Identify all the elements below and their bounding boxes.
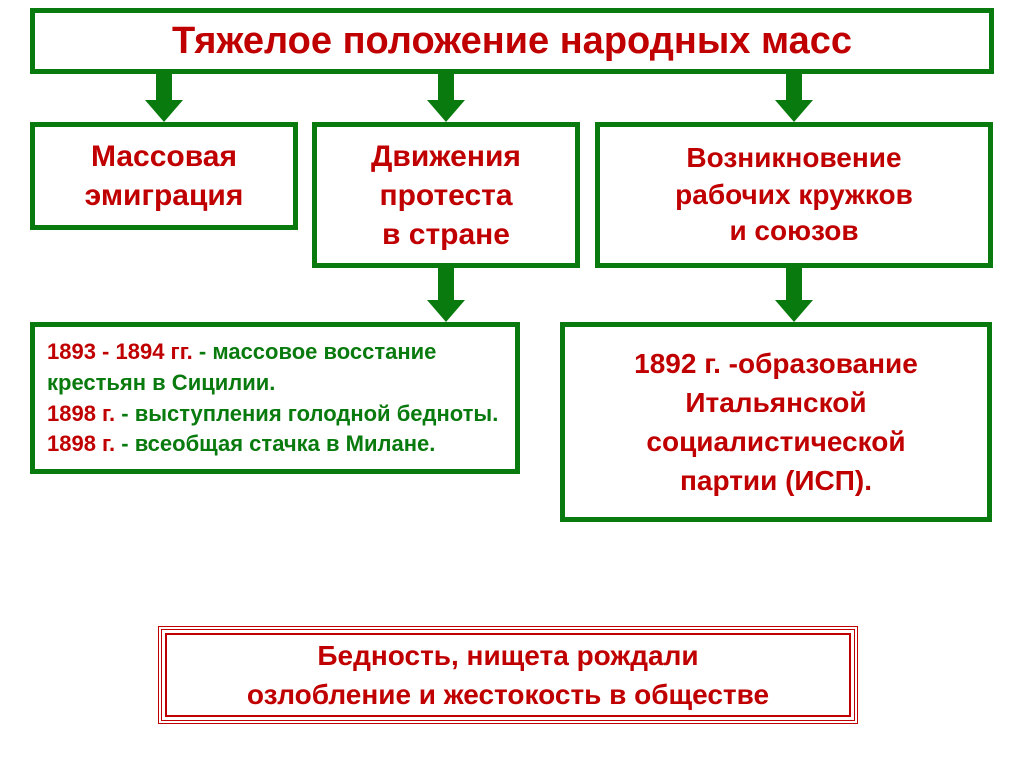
- arrow-stem-4: [438, 268, 454, 300]
- emigration-line2: эмиграция: [85, 176, 244, 215]
- arrow-stem-1: [156, 74, 172, 100]
- protest-line2: протеста: [379, 176, 512, 215]
- isp-line2: Итальянской: [685, 383, 866, 422]
- event-1: 1893 - 1894 гг. - массовое восстание кре…: [47, 337, 503, 399]
- event-3-text: - всеобщая стачка в Милане.: [115, 431, 435, 456]
- conclusion-box: Бедность, нищета рождали озлобление и же…: [158, 626, 858, 724]
- arrow-stem-2: [438, 74, 454, 100]
- arrow-head-1: [145, 100, 183, 122]
- branch-protest: Движения протеста в стране: [312, 122, 580, 268]
- event-2-date: 1898 г.: [47, 401, 115, 426]
- arrow-stem-3: [786, 74, 802, 100]
- circles-line1: Возникновение: [686, 140, 901, 176]
- event-3-date: 1898 г.: [47, 431, 115, 456]
- arrow-head-2: [427, 100, 465, 122]
- branch-emigration: Массовая эмиграция: [30, 122, 298, 230]
- isp-box: 1892 г. -образование Итальянской социали…: [560, 322, 992, 522]
- branch-circles: Возникновение рабочих кружков и союзов: [595, 122, 993, 268]
- circles-line2: рабочих кружков: [675, 177, 913, 213]
- title-box: Тяжелое положение народных масс: [30, 8, 994, 74]
- arrow-head-3: [775, 100, 813, 122]
- circles-line3: и союзов: [729, 213, 858, 249]
- isp-line3: социалистической: [646, 422, 905, 461]
- emigration-line1: Массовая: [91, 137, 237, 176]
- event-2-text: - выступления голодной бедноты.: [115, 401, 498, 426]
- title-text: Тяжелое положение народных масс: [172, 20, 852, 63]
- protest-line1: Движения: [371, 137, 521, 176]
- events-box: 1893 - 1894 гг. - массовое восстание кре…: [30, 322, 520, 474]
- isp-line4: партии (ИСП).: [680, 461, 872, 500]
- event-2: 1898 г. - выступления голодной бедноты.: [47, 399, 503, 430]
- protest-line3: в стране: [382, 215, 510, 254]
- isp-line1: 1892 г. -образование: [634, 344, 918, 383]
- conclusion-line2: озлобление и жестокость в обществе: [247, 675, 769, 714]
- arrow-head-5: [775, 300, 813, 322]
- event-1-date: 1893 - 1894 гг.: [47, 339, 193, 364]
- conclusion-line1: Бедность, нищета рождали: [317, 636, 698, 675]
- arrow-head-4: [427, 300, 465, 322]
- event-3: 1898 г. - всеобщая стачка в Милане.: [47, 429, 503, 460]
- arrow-stem-5: [786, 268, 802, 300]
